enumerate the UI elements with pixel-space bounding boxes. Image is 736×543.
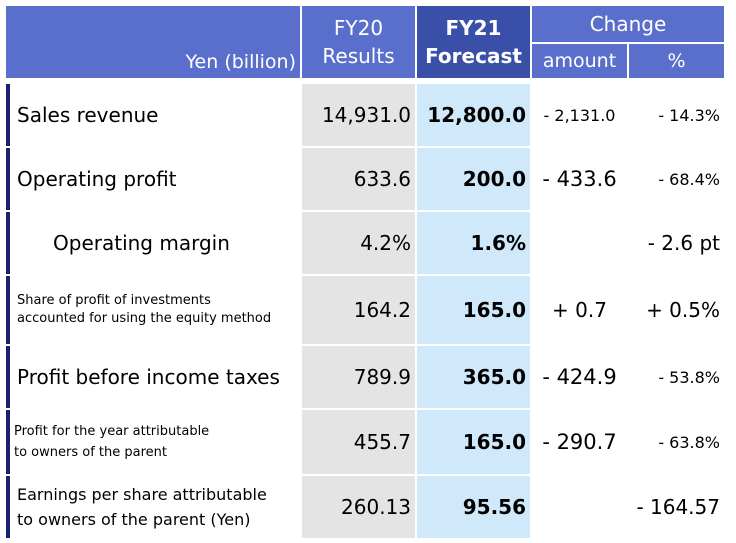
fy21-value: 200.0: [462, 167, 526, 191]
fy21-header-type: Forecast: [425, 44, 522, 68]
fy21-value: 165.0: [462, 298, 526, 322]
percent-value: - 68.4%: [658, 169, 720, 189]
row-label-profit-attributable: Profit for the year attributable to owne…: [6, 410, 300, 474]
percent-value: - 164.57: [636, 495, 720, 519]
fy20-value: 164.2: [353, 298, 411, 322]
amount-header-label: amount: [542, 50, 617, 72]
row-label-text: Operating profit: [17, 167, 177, 191]
cell-fy21-equity-method-profit: 165.0: [417, 276, 530, 344]
fy21-value: 95.56: [462, 495, 526, 519]
cell-fy21-operating-profit: 200.0: [417, 148, 530, 210]
fy20-value: 633.6: [353, 167, 411, 191]
fy20-header-year: FY20: [333, 16, 384, 40]
cell-amount-operating-margin: [532, 212, 627, 274]
amount-header: amount: [532, 44, 627, 78]
row-label-operating-profit: Operating profit: [6, 148, 300, 210]
cell-percent-earnings-per-share: - 164.57: [629, 476, 724, 538]
fy20-header: FY20 Results: [302, 6, 415, 78]
cell-amount-sales-revenue: - 2,131.0: [532, 84, 627, 146]
cell-fy20-operating-profit: 633.6: [302, 148, 415, 210]
cell-fy21-earnings-per-share: 95.56: [417, 476, 530, 538]
cell-fy20-equity-method-profit: 164.2: [302, 276, 415, 344]
change-header: Change: [532, 6, 724, 42]
row-label-text: Operating margin: [53, 231, 230, 255]
unit-header: Yen (billion): [6, 6, 300, 78]
fy20-header-type: Results: [322, 44, 395, 68]
percent-value: + 0.5%: [646, 298, 720, 322]
row-label-text: Profit before income taxes: [17, 365, 280, 389]
percent-value: - 53.8%: [658, 367, 720, 387]
fy20-value: 455.7: [353, 430, 411, 454]
cell-percent-equity-method-profit: + 0.5%: [629, 276, 724, 344]
cell-fy20-earnings-per-share: 260.13: [302, 476, 415, 538]
amount-value: - 290.7: [542, 430, 617, 454]
row-label-text-line1: Share of profit of investments: [17, 293, 211, 308]
row-label-text-line2: accounted for using the equity method: [17, 311, 272, 326]
percent-value: - 2.6 pt: [647, 231, 720, 255]
cell-amount-equity-method-profit: + 0.7: [532, 276, 627, 344]
fy20-value: 14,931.0: [321, 103, 411, 127]
fy20-value: 260.13: [341, 495, 411, 519]
amount-value: - 433.6: [542, 167, 617, 191]
cell-amount-earnings-per-share: [532, 476, 627, 538]
fy21-value: 1.6%: [470, 231, 526, 255]
percent-header: %: [629, 44, 724, 78]
row-label-text-line1: Profit for the year attributable: [14, 424, 210, 439]
row-label-profit-before-taxes: Profit before income taxes: [6, 346, 300, 408]
row-label-text: Sales revenue: [17, 103, 159, 127]
fy21-header-year: FY21: [445, 16, 502, 40]
amount-value: - 424.9: [542, 365, 617, 389]
cell-fy20-operating-margin: 4.2%: [302, 212, 415, 274]
percent-header-label: %: [667, 50, 686, 72]
cell-fy21-sales-revenue: 12,800.0: [417, 84, 530, 146]
row-label-text-line2: to owners of the parent: [14, 445, 167, 460]
cell-fy21-profit-before-taxes: 365.0: [417, 346, 530, 408]
cell-percent-operating-profit: - 68.4%: [629, 148, 724, 210]
change-header-label: Change: [589, 12, 667, 36]
cell-amount-profit-before-taxes: - 424.9: [532, 346, 627, 408]
row-label-text-line1: Earnings per share attributable: [17, 485, 267, 504]
fy21-value: 12,800.0: [427, 103, 526, 127]
cell-amount-profit-attributable: - 290.7: [532, 410, 627, 474]
cell-percent-profit-before-taxes: - 53.8%: [629, 346, 724, 408]
fy21-value: 165.0: [462, 430, 526, 454]
cell-fy21-operating-margin: 1.6%: [417, 212, 530, 274]
row-label-sales-revenue: Sales revenue: [6, 84, 300, 146]
cell-fy20-profit-before-taxes: 789.9: [302, 346, 415, 408]
row-label-equity-method-profit: Share of profit of investments accounted…: [6, 276, 300, 344]
cell-fy21-profit-attributable: 165.0: [417, 410, 530, 474]
percent-value: - 63.8%: [658, 432, 720, 452]
cell-amount-operating-profit: - 433.6: [532, 148, 627, 210]
amount-value: + 0.7: [552, 298, 607, 322]
fy21-value: 365.0: [462, 365, 526, 389]
fy21-header: FY21 Forecast: [417, 6, 530, 78]
cell-percent-operating-margin: - 2.6 pt: [629, 212, 724, 274]
fy20-value: 789.9: [353, 365, 411, 389]
row-label-text-line2: to owners of the parent (Yen): [17, 510, 251, 529]
cell-percent-sales-revenue: - 14.3%: [629, 84, 724, 146]
percent-value: - 14.3%: [658, 105, 720, 125]
row-label-earnings-per-share: Earnings per share attributable to owner…: [6, 476, 300, 538]
cell-fy20-sales-revenue: 14,931.0: [302, 84, 415, 146]
unit-label: Yen (billion): [185, 51, 296, 73]
row-label-operating-margin: Operating margin: [6, 212, 300, 274]
amount-value: - 2,131.0: [543, 105, 616, 125]
cell-percent-profit-attributable: - 63.8%: [629, 410, 724, 474]
fy20-value: 4.2%: [360, 231, 411, 255]
cell-fy20-profit-attributable: 455.7: [302, 410, 415, 474]
